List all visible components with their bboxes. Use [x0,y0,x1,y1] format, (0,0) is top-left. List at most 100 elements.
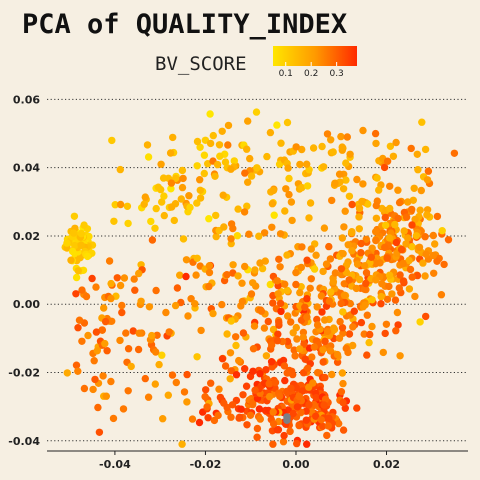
data-point [273,426,281,434]
x-axis-ticks: -0.04 -0.02 0.00 0.02 [99,451,400,471]
data-point [224,141,232,149]
data-point [257,307,266,315]
data-point [371,129,380,138]
data-point [158,351,166,359]
data-point [101,339,109,348]
data-point [122,329,130,337]
data-point [338,143,346,151]
data-point [130,275,138,283]
data-point [313,303,321,311]
data-point [328,196,336,205]
x-tick-label: -0.04 [99,458,131,471]
data-point [74,324,82,332]
data-point [218,127,226,135]
data-point [304,364,312,372]
data-point [241,365,249,373]
data-point [339,398,347,407]
data-point [256,370,264,378]
data-point [372,236,380,245]
data-point [63,239,71,247]
data-point [218,300,226,309]
data-point [137,297,145,305]
data-point [287,384,295,392]
data-point [377,300,385,308]
data-point [405,285,414,293]
data-point [292,268,300,277]
data-point [274,290,282,298]
data-point [193,254,201,262]
data-point [331,179,339,187]
data-point [309,144,318,152]
data-point [129,327,137,335]
data-point [63,369,71,377]
data-point [274,330,282,338]
data-point [404,234,412,242]
data-point [232,371,241,379]
data-point [389,152,398,160]
data-point [394,186,402,194]
data-point [252,108,261,116]
data-point [116,165,125,174]
data-point [383,254,391,262]
data-point [344,241,352,249]
data-point [323,431,331,440]
data-point [381,221,390,229]
data-point [348,247,356,255]
data-point [317,416,325,424]
data-point [155,360,163,369]
y-tick-label: -0.04 [8,435,40,448]
data-point [269,186,278,195]
data-point [99,372,107,380]
data-point [298,387,307,395]
data-point [391,220,399,229]
data-point [218,355,227,363]
data-point [89,385,97,394]
data-point [238,279,246,287]
y-tick-label: -0.02 [8,366,40,379]
data-point [313,315,321,324]
data-point [113,274,122,282]
data-point [227,367,235,375]
data-point [364,200,372,208]
data-point [429,251,437,260]
data-point [404,198,412,206]
data-point [124,345,133,353]
data-point [176,271,184,279]
data-point [98,326,106,334]
data-point [144,153,153,161]
data-point [349,323,357,331]
data-point [237,405,245,413]
data-point [312,394,320,402]
data-point [303,160,311,168]
data-point [145,303,154,311]
data-point [148,236,157,244]
data-point [383,295,392,303]
data-point [265,380,273,388]
data-point [269,299,277,307]
data-point [147,217,155,226]
data-point [305,400,313,409]
data-point [329,278,338,286]
data-point [361,301,369,309]
data-point [186,203,194,212]
data-point [295,421,303,430]
data-point [178,440,186,448]
data-point [71,241,79,250]
data-point [280,431,288,440]
data-point [321,395,330,403]
data-point [116,200,125,209]
data-point [392,138,400,147]
data-point [283,251,291,259]
data-point [309,379,317,387]
data-point [103,347,111,355]
data-point [191,300,199,308]
data-point [207,379,215,387]
data-point [429,231,437,240]
data-point [206,139,215,148]
data-point [269,408,277,416]
data-point [135,329,143,337]
data-point [266,128,275,137]
data-point [422,312,430,321]
data-point [234,272,242,280]
data-point [284,164,292,172]
